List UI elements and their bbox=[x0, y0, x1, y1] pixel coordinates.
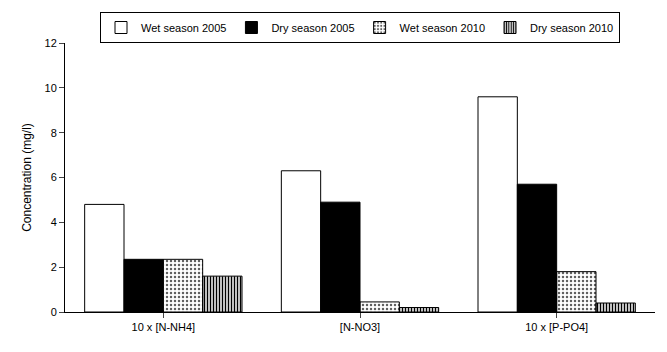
svg-text:Wet season 2005: Wet season 2005 bbox=[141, 22, 226, 34]
svg-text:6: 6 bbox=[51, 171, 57, 183]
svg-text:10 x [P-PO4]: 10 x [P-PO4] bbox=[525, 321, 588, 333]
svg-text:Dry season 2010: Dry season 2010 bbox=[530, 22, 613, 34]
svg-text:8: 8 bbox=[51, 127, 57, 139]
svg-text:Dry season 2005: Dry season 2005 bbox=[271, 22, 354, 34]
svg-text:12: 12 bbox=[45, 37, 57, 49]
svg-text:10: 10 bbox=[45, 82, 57, 94]
svg-text:10 x [N-NH4]: 10 x [N-NH4] bbox=[132, 321, 196, 333]
svg-text:[N-NO3]: [N-NO3] bbox=[340, 321, 380, 333]
svg-text:Concentration (mg/l): Concentration (mg/l) bbox=[20, 123, 34, 232]
svg-text:2: 2 bbox=[51, 261, 57, 273]
svg-text:Wet season 2010: Wet season 2010 bbox=[400, 22, 485, 34]
svg-text:4: 4 bbox=[51, 216, 57, 228]
svg-text:0: 0 bbox=[51, 306, 57, 318]
